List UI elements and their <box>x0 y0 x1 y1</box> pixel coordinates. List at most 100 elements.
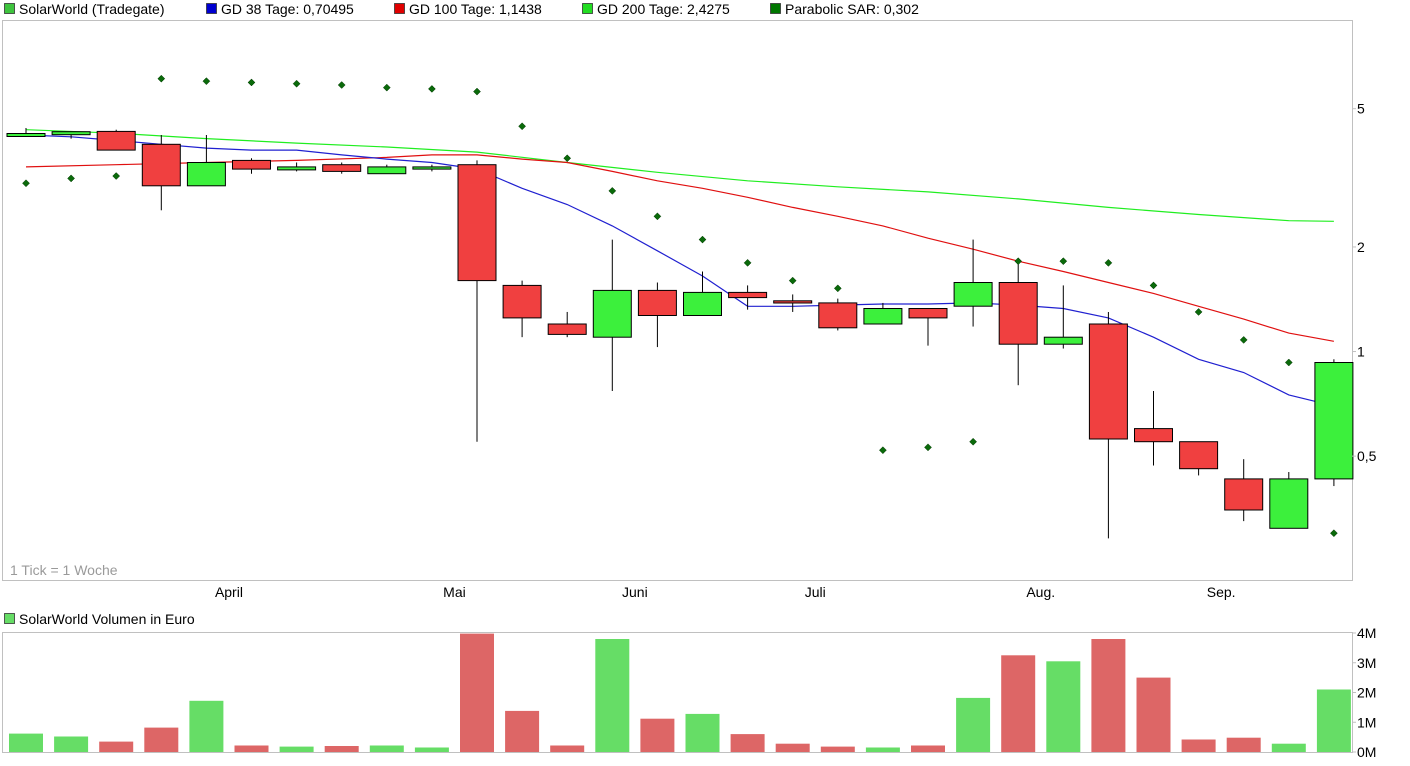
volume-bar <box>730 734 765 752</box>
candle-body <box>322 164 362 172</box>
legend-label: Parabolic SAR: 0,302 <box>785 1 919 17</box>
x-tick-label: Juni <box>622 584 648 600</box>
sar-dot <box>924 443 932 452</box>
candle <box>1134 390 1173 466</box>
candle <box>773 294 813 312</box>
sar-dot <box>157 74 166 83</box>
sar-dot <box>247 78 256 87</box>
legend-label: GD 200 Tage: 2,4275 <box>597 1 730 17</box>
sar-dot <box>22 179 30 188</box>
candle-body <box>232 159 271 170</box>
candle-body <box>1088 323 1128 440</box>
volume-bar <box>595 639 630 752</box>
volume-bar <box>99 741 134 752</box>
candle <box>998 262 1038 386</box>
x-tick-label: Mai <box>443 584 466 600</box>
volume-bar <box>54 736 89 752</box>
y-tick-label: 5 <box>1357 101 1365 117</box>
candle <box>322 162 362 174</box>
x-tick-label: April <box>215 584 243 600</box>
volume-bar <box>1046 661 1081 752</box>
candle <box>592 239 632 391</box>
candle-body <box>367 166 407 175</box>
price-legend: SolarWorld (Tradegate) GD 38 Tage: 0,7049… <box>4 1 919 17</box>
sar-dot <box>1194 308 1203 316</box>
candle-body <box>1134 428 1173 443</box>
sar-dot <box>879 446 887 455</box>
y-tick-label: 0,5 <box>1357 448 1377 464</box>
candle-body <box>186 162 226 187</box>
candle-body <box>953 282 993 307</box>
candle <box>367 164 407 175</box>
volume-bar <box>1181 739 1216 752</box>
candle-body <box>1314 362 1354 480</box>
volume-bar <box>550 745 585 752</box>
sar-dot <box>473 87 481 96</box>
legend-swatch <box>206 3 217 14</box>
x-tick-label: Juli <box>805 584 826 600</box>
candle-body <box>1179 441 1219 470</box>
sar-dot <box>518 122 526 131</box>
candle <box>637 282 677 348</box>
candle <box>502 280 542 338</box>
volume-bar <box>1001 655 1036 752</box>
volume-tick-label: 3M <box>1357 655 1376 671</box>
volume-legend-label: SolarWorld Volumen in Euro <box>19 611 195 627</box>
candle-body <box>457 164 497 282</box>
sar-dot <box>1239 336 1248 344</box>
candle-body <box>96 130 136 151</box>
volume-bar <box>820 746 855 752</box>
price-y-axis: 5 2 1 0,5 <box>1352 101 1377 464</box>
legend-label: GD 38 Tage: 0,70495 <box>221 1 354 17</box>
candle <box>6 127 46 137</box>
volume-bar <box>1136 677 1171 752</box>
candle-body <box>683 291 722 316</box>
sar-dot <box>382 83 391 92</box>
sar-dot <box>337 81 346 89</box>
sar-dot <box>202 77 211 86</box>
gd38-line <box>25 134 1323 404</box>
volume-bar <box>775 743 810 752</box>
volume-bar <box>189 700 224 752</box>
volume-tick-label: 2M <box>1357 685 1376 701</box>
volume-bar <box>460 633 494 752</box>
candle-body <box>998 282 1038 345</box>
legend-swatch <box>582 3 593 14</box>
sar-dot <box>112 172 121 180</box>
candle <box>51 131 91 139</box>
volume-bars <box>9 633 1351 752</box>
sar-dot <box>653 212 662 221</box>
candle-body <box>277 166 317 171</box>
legend-label: GD 100 Tage: 1,1438 <box>409 1 542 17</box>
volume-bar <box>369 745 404 752</box>
candle-body <box>908 308 948 319</box>
volume-tick-label: 4M <box>1357 625 1376 641</box>
candle-body <box>728 291 768 299</box>
candle <box>96 129 136 151</box>
tick-note: 1 Tick = 1 Woche <box>10 562 118 578</box>
sar-dot <box>292 79 301 88</box>
volume-bar <box>234 745 269 752</box>
volume-y-axis: 4M 3M 2M 1M 0M <box>1352 625 1376 760</box>
legend-label: SolarWorld (Tradegate) <box>19 1 165 17</box>
sar-dot <box>969 437 977 446</box>
volume-bar <box>911 745 945 752</box>
sar-dot <box>1330 529 1338 538</box>
candle-body <box>773 300 813 304</box>
x-tick-label: Aug. <box>1026 584 1055 600</box>
candle <box>457 160 497 442</box>
volume-bar <box>9 733 43 752</box>
candle <box>1224 459 1264 522</box>
sar-dot <box>1284 358 1293 367</box>
candle-body <box>51 131 91 136</box>
volume-bar <box>640 718 675 752</box>
candle-body <box>863 308 903 325</box>
candle <box>683 271 722 316</box>
volume-bar <box>324 746 359 752</box>
candle-body <box>141 143 181 187</box>
candle-body <box>412 166 452 170</box>
x-tick-label: Sep. <box>1207 584 1236 600</box>
sar-dot <box>67 174 75 183</box>
volume-bar <box>505 710 540 752</box>
legend-swatch <box>394 3 405 14</box>
